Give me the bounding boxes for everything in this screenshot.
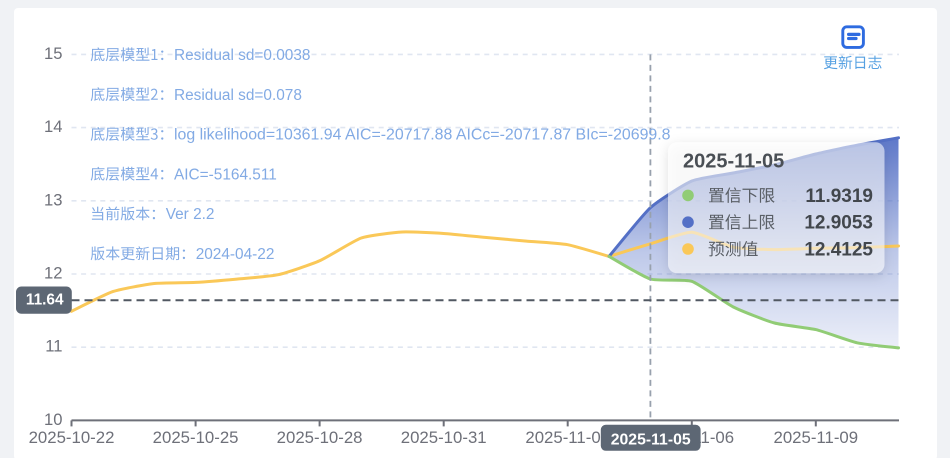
svg-text:2025-10-28: 2025-10-28 — [277, 428, 363, 447]
svg-text:12.4125: 12.4125 — [804, 240, 873, 261]
svg-text:14: 14 — [44, 117, 62, 136]
svg-text:2025-10-31: 2025-10-31 — [401, 428, 487, 447]
svg-text:13: 13 — [44, 190, 62, 209]
svg-text:Residual sd=0.078: Residual sd=0.078 — [174, 87, 302, 104]
svg-text:11.9319: 11.9319 — [805, 186, 873, 207]
svg-text:15: 15 — [44, 44, 62, 63]
svg-text:2025-10-22: 2025-10-22 — [29, 428, 115, 447]
svg-text:2025-10-25: 2025-10-25 — [153, 428, 239, 447]
svg-text:12: 12 — [44, 264, 62, 283]
svg-text:2024-04-22: 2024-04-22 — [196, 246, 275, 263]
svg-text:2025-11-09: 2025-11-09 — [773, 428, 858, 447]
svg-text:Ver 2.2: Ver 2.2 — [166, 206, 215, 223]
svg-text:12.9053: 12.9053 — [804, 213, 873, 234]
svg-text:log likelihood=10361.94 AIC=-2: log likelihood=10361.94 AIC=-20717.88 AI… — [174, 127, 671, 144]
svg-text:2025-11-05: 2025-11-05 — [611, 431, 691, 448]
svg-text:11.64: 11.64 — [26, 292, 64, 309]
svg-text:11: 11 — [45, 337, 62, 356]
svg-text:Residual sd=0.0038: Residual sd=0.0038 — [174, 47, 310, 64]
svg-text:2025-11-03: 2025-11-03 — [525, 428, 610, 447]
svg-text:AIC=-5164.511: AIC=-5164.511 — [174, 166, 277, 183]
svg-text:10: 10 — [44, 410, 62, 429]
svg-text:2025-11-05: 2025-11-05 — [683, 151, 784, 173]
